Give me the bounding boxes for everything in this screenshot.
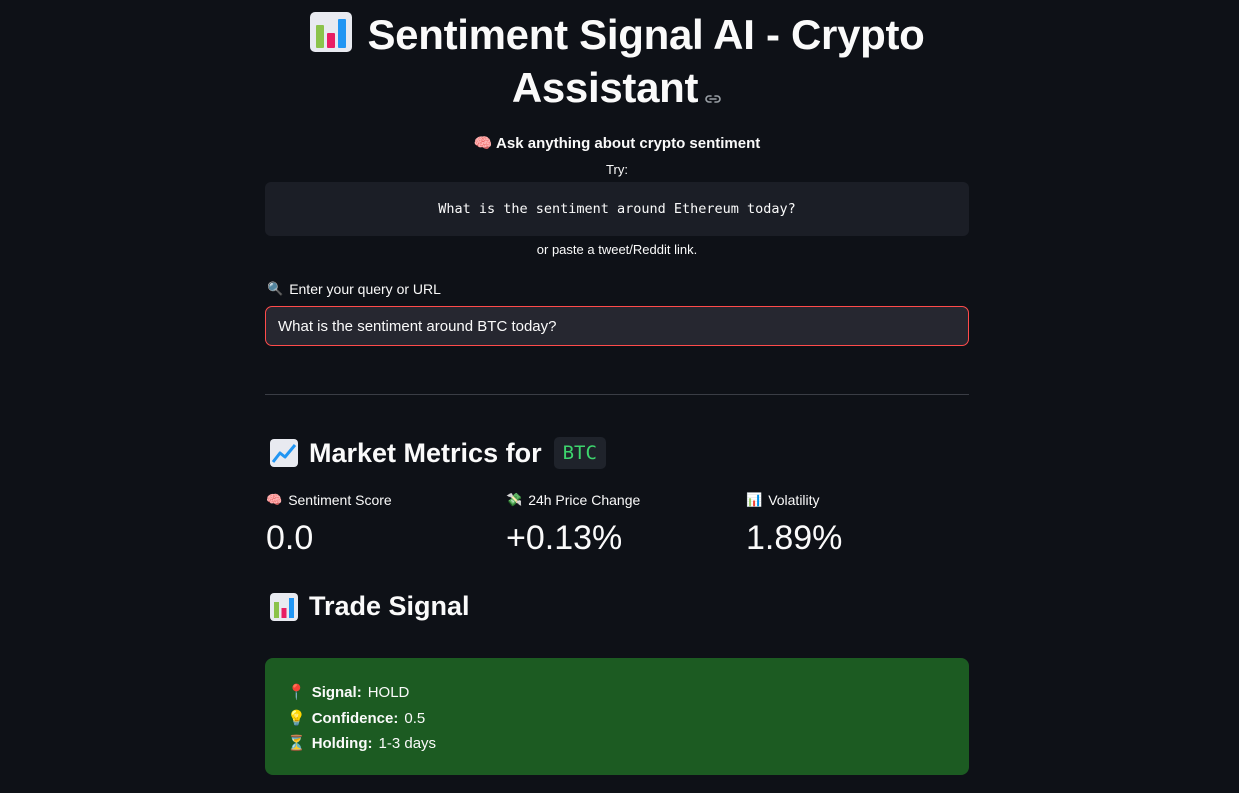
signal-row-value: HOLD xyxy=(367,684,410,701)
metrics-heading: Market Metrics for BTC xyxy=(269,437,606,469)
prompt-subhead: 🧠 Ask anything about crypto sentiment xyxy=(265,134,969,152)
query-label-text: Enter your query or URL xyxy=(289,281,441,297)
signal-row: 📍 Signal: HOLD xyxy=(287,680,947,706)
link-icon[interactable] xyxy=(704,64,722,117)
signal-row: 💡 Confidence: 0.5 xyxy=(287,706,947,732)
signal-card: 📍 Signal: HOLD 💡 Confidence: 0.5 ⏳ Holdi… xyxy=(265,658,969,775)
bulb-icon: 💡 xyxy=(287,709,306,727)
section-divider xyxy=(265,394,969,395)
metric-label-text: Sentiment Score xyxy=(288,492,392,508)
pin-icon: 📍 xyxy=(287,684,306,701)
metric-sentiment-score: 🧠 Sentiment Score 0.0 xyxy=(266,491,392,558)
metric-label: 🧠 Sentiment Score xyxy=(266,491,392,509)
brain-icon: 🧠 xyxy=(473,135,493,152)
metric-label-text: 24h Price Change xyxy=(528,492,641,508)
subhead-text: Ask anything about crypto sentiment xyxy=(496,135,761,152)
metric-price-change: 💸 24h Price Change +0.13% xyxy=(506,491,640,558)
magnifier-icon: 🔍 xyxy=(267,281,284,296)
metric-value: 1.89% xyxy=(746,519,843,557)
example-query-text: What is the sentiment around Ethereum to… xyxy=(438,201,796,217)
ticker-badge: BTC xyxy=(553,437,606,469)
title-text: Sentiment Signal AI - Crypto Assistant xyxy=(367,11,925,111)
example-query-code: What is the sentiment around Ethereum to… xyxy=(265,182,969,236)
try-label: Try: xyxy=(606,162,628,177)
signal-row-value: 1-3 days xyxy=(378,735,437,752)
signal-heading-text: Trade Signal xyxy=(309,591,470,621)
query-label: 🔍 Enter your query or URL xyxy=(267,281,441,297)
metric-volatility: 📊 Volatility 1.89% xyxy=(746,491,842,558)
metric-label-text: Volatility xyxy=(768,492,820,508)
metric-value: +0.13% xyxy=(506,519,623,557)
money-wings-icon: 💸 xyxy=(506,492,523,507)
signal-row-label: Holding: xyxy=(311,735,373,752)
paste-hint: or paste a tweet/Reddit link. xyxy=(536,242,698,257)
bar-chart-icon xyxy=(310,12,353,52)
signal-row: ⏳ Holding: 1-3 days xyxy=(287,731,947,757)
signal-row-label: Signal: xyxy=(311,684,362,701)
bar-chart-icon: 📊 xyxy=(746,492,763,507)
query-input[interactable] xyxy=(265,306,969,346)
metric-value: 0.0 xyxy=(266,519,314,557)
metric-label: 📊 Volatility xyxy=(746,491,842,509)
bar-chart-icon xyxy=(270,592,298,621)
signal-row-value: 0.5 xyxy=(404,709,426,727)
signal-heading: Trade Signal xyxy=(269,591,470,622)
signal-row-label: Confidence: xyxy=(311,709,399,727)
metric-label: 💸 24h Price Change xyxy=(506,491,640,509)
brain-icon: 🧠 xyxy=(266,492,283,507)
metrics-heading-text: Market Metrics for xyxy=(309,437,542,468)
chart-increasing-icon xyxy=(270,439,298,467)
hourglass-icon: ⏳ xyxy=(287,735,306,752)
page-title: Sentiment Signal AI - Crypto Assistant xyxy=(265,8,969,117)
